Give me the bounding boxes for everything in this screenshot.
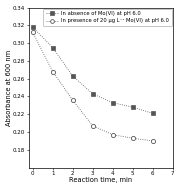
- In absence of Mo(VI) at pH 6.0: [92, 93, 94, 95]
- In presence of 20 μg L⁻¹ Mo(VI) at pH 6.0: [92, 125, 94, 127]
- In absence of Mo(VI) at pH 6.0: [132, 106, 134, 108]
- In absence of Mo(VI) at pH 6.0: [31, 26, 34, 28]
- Line: In presence of 20 μg L⁻¹ Mo(VI) at pH 6.0: In presence of 20 μg L⁻¹ Mo(VI) at pH 6.…: [31, 30, 155, 143]
- In absence of Mo(VI) at pH 6.0: [152, 112, 154, 115]
- In absence of Mo(VI) at pH 6.0: [72, 75, 74, 77]
- Legend: In absence of Mo(VI) at pH 6.0, In presence of 20 μg L⁻¹ Mo(VI) at pH 6.0: In absence of Mo(VI) at pH 6.0, In prese…: [43, 9, 172, 26]
- In presence of 20 μg L⁻¹ Mo(VI) at pH 6.0: [112, 134, 114, 136]
- X-axis label: Reaction time, min: Reaction time, min: [69, 177, 132, 184]
- In presence of 20 μg L⁻¹ Mo(VI) at pH 6.0: [72, 99, 74, 101]
- In presence of 20 μg L⁻¹ Mo(VI) at pH 6.0: [152, 140, 154, 142]
- Y-axis label: Absorbance at 600 nm: Absorbance at 600 nm: [6, 50, 12, 126]
- In presence of 20 μg L⁻¹ Mo(VI) at pH 6.0: [132, 137, 134, 139]
- In absence of Mo(VI) at pH 6.0: [52, 46, 54, 49]
- In presence of 20 μg L⁻¹ Mo(VI) at pH 6.0: [52, 70, 54, 73]
- In presence of 20 μg L⁻¹ Mo(VI) at pH 6.0: [31, 31, 34, 34]
- In absence of Mo(VI) at pH 6.0: [112, 101, 114, 104]
- Line: In absence of Mo(VI) at pH 6.0: In absence of Mo(VI) at pH 6.0: [31, 25, 154, 115]
